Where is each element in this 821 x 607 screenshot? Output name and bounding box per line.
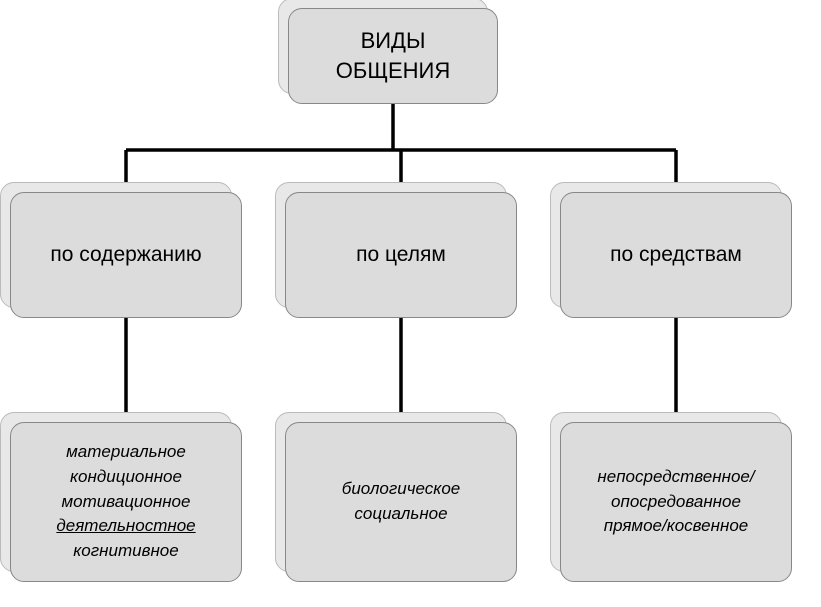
- leaf-line: материальное: [66, 440, 186, 465]
- leaf-box: биологическое социальное: [285, 422, 517, 582]
- leaf-line: непосредственное/: [597, 465, 754, 490]
- leaf-node: биологическое социальное: [285, 422, 517, 582]
- root-line1: ВИДЫ: [361, 26, 426, 56]
- leaf-node: непосредственное/ опосредованное прямое/…: [560, 422, 792, 582]
- category-node: по целям: [285, 192, 517, 318]
- category-box: по содержанию: [10, 192, 242, 318]
- leaf-line: биологическое: [342, 477, 460, 502]
- category-node: по средствам: [560, 192, 792, 318]
- category-label: по содержанию: [50, 243, 201, 267]
- leaf-line: опосредованное: [611, 490, 741, 515]
- leaf-line: социальное: [354, 502, 447, 527]
- leaf-line: прямое/косвенное: [604, 514, 749, 539]
- root-box: ВИДЫ ОБЩЕНИЯ: [288, 8, 498, 104]
- category-node: по содержанию: [10, 192, 242, 318]
- root-node: ВИДЫ ОБЩЕНИЯ: [288, 8, 498, 104]
- leaf-node: материальное кондиционное мотивационное …: [10, 422, 242, 582]
- leaf-box: непосредственное/ опосредованное прямое/…: [560, 422, 792, 582]
- leaf-line: когнитивное: [73, 539, 178, 564]
- category-label: по средствам: [610, 243, 742, 267]
- leaf-line: кондиционное: [70, 465, 182, 490]
- leaf-box: материальное кондиционное мотивационное …: [10, 422, 242, 582]
- category-box: по целям: [285, 192, 517, 318]
- leaf-line: деятельностное: [56, 514, 195, 539]
- root-line2: ОБЩЕНИЯ: [336, 56, 450, 86]
- category-label: по целям: [356, 243, 446, 267]
- category-box: по средствам: [560, 192, 792, 318]
- leaf-line: мотивационное: [62, 490, 191, 515]
